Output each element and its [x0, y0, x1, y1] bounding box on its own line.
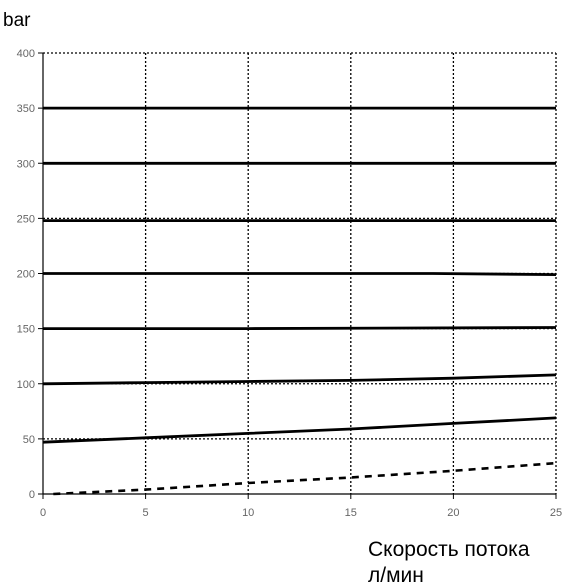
- series-line-7: [42, 416, 557, 444]
- y-tick-label-100: 100: [17, 379, 35, 391]
- y-tick-label-350: 350: [17, 103, 35, 115]
- y-axis-label: bar: [3, 10, 31, 31]
- series-line-6: [42, 373, 557, 386]
- series-line-4: [43, 272, 557, 276]
- tick-labels: 0 50 100 150 200 250 300 350 400 0 5 10 15 20 25: [17, 48, 562, 519]
- x-axis-label-line-1: Скорость потока: [368, 538, 530, 561]
- y-tick-label-250: 250: [17, 213, 35, 225]
- x-tick-label-25: 25: [550, 507, 562, 519]
- series-line-8: [53, 461, 557, 496]
- x-tick-label-0: 0: [40, 507, 46, 519]
- y-tick-label-200: 200: [17, 269, 35, 281]
- y-tick-label-0: 0: [29, 489, 35, 501]
- data-series: [42, 106, 557, 496]
- x-tick-label-20: 20: [447, 507, 459, 519]
- x-axis-label-line-2: л/мин: [368, 564, 424, 587]
- x-tick-label-15: 15: [345, 507, 357, 519]
- y-tick-label-50: 50: [23, 434, 35, 446]
- x-tick-label-10: 10: [242, 507, 254, 519]
- x-tick-label-5: 5: [143, 507, 149, 519]
- y-tick-label-150: 150: [17, 324, 35, 336]
- series-line-5: [43, 326, 557, 331]
- y-tick-label-400: 400: [17, 48, 35, 60]
- y-tick-label-300: 300: [17, 158, 35, 170]
